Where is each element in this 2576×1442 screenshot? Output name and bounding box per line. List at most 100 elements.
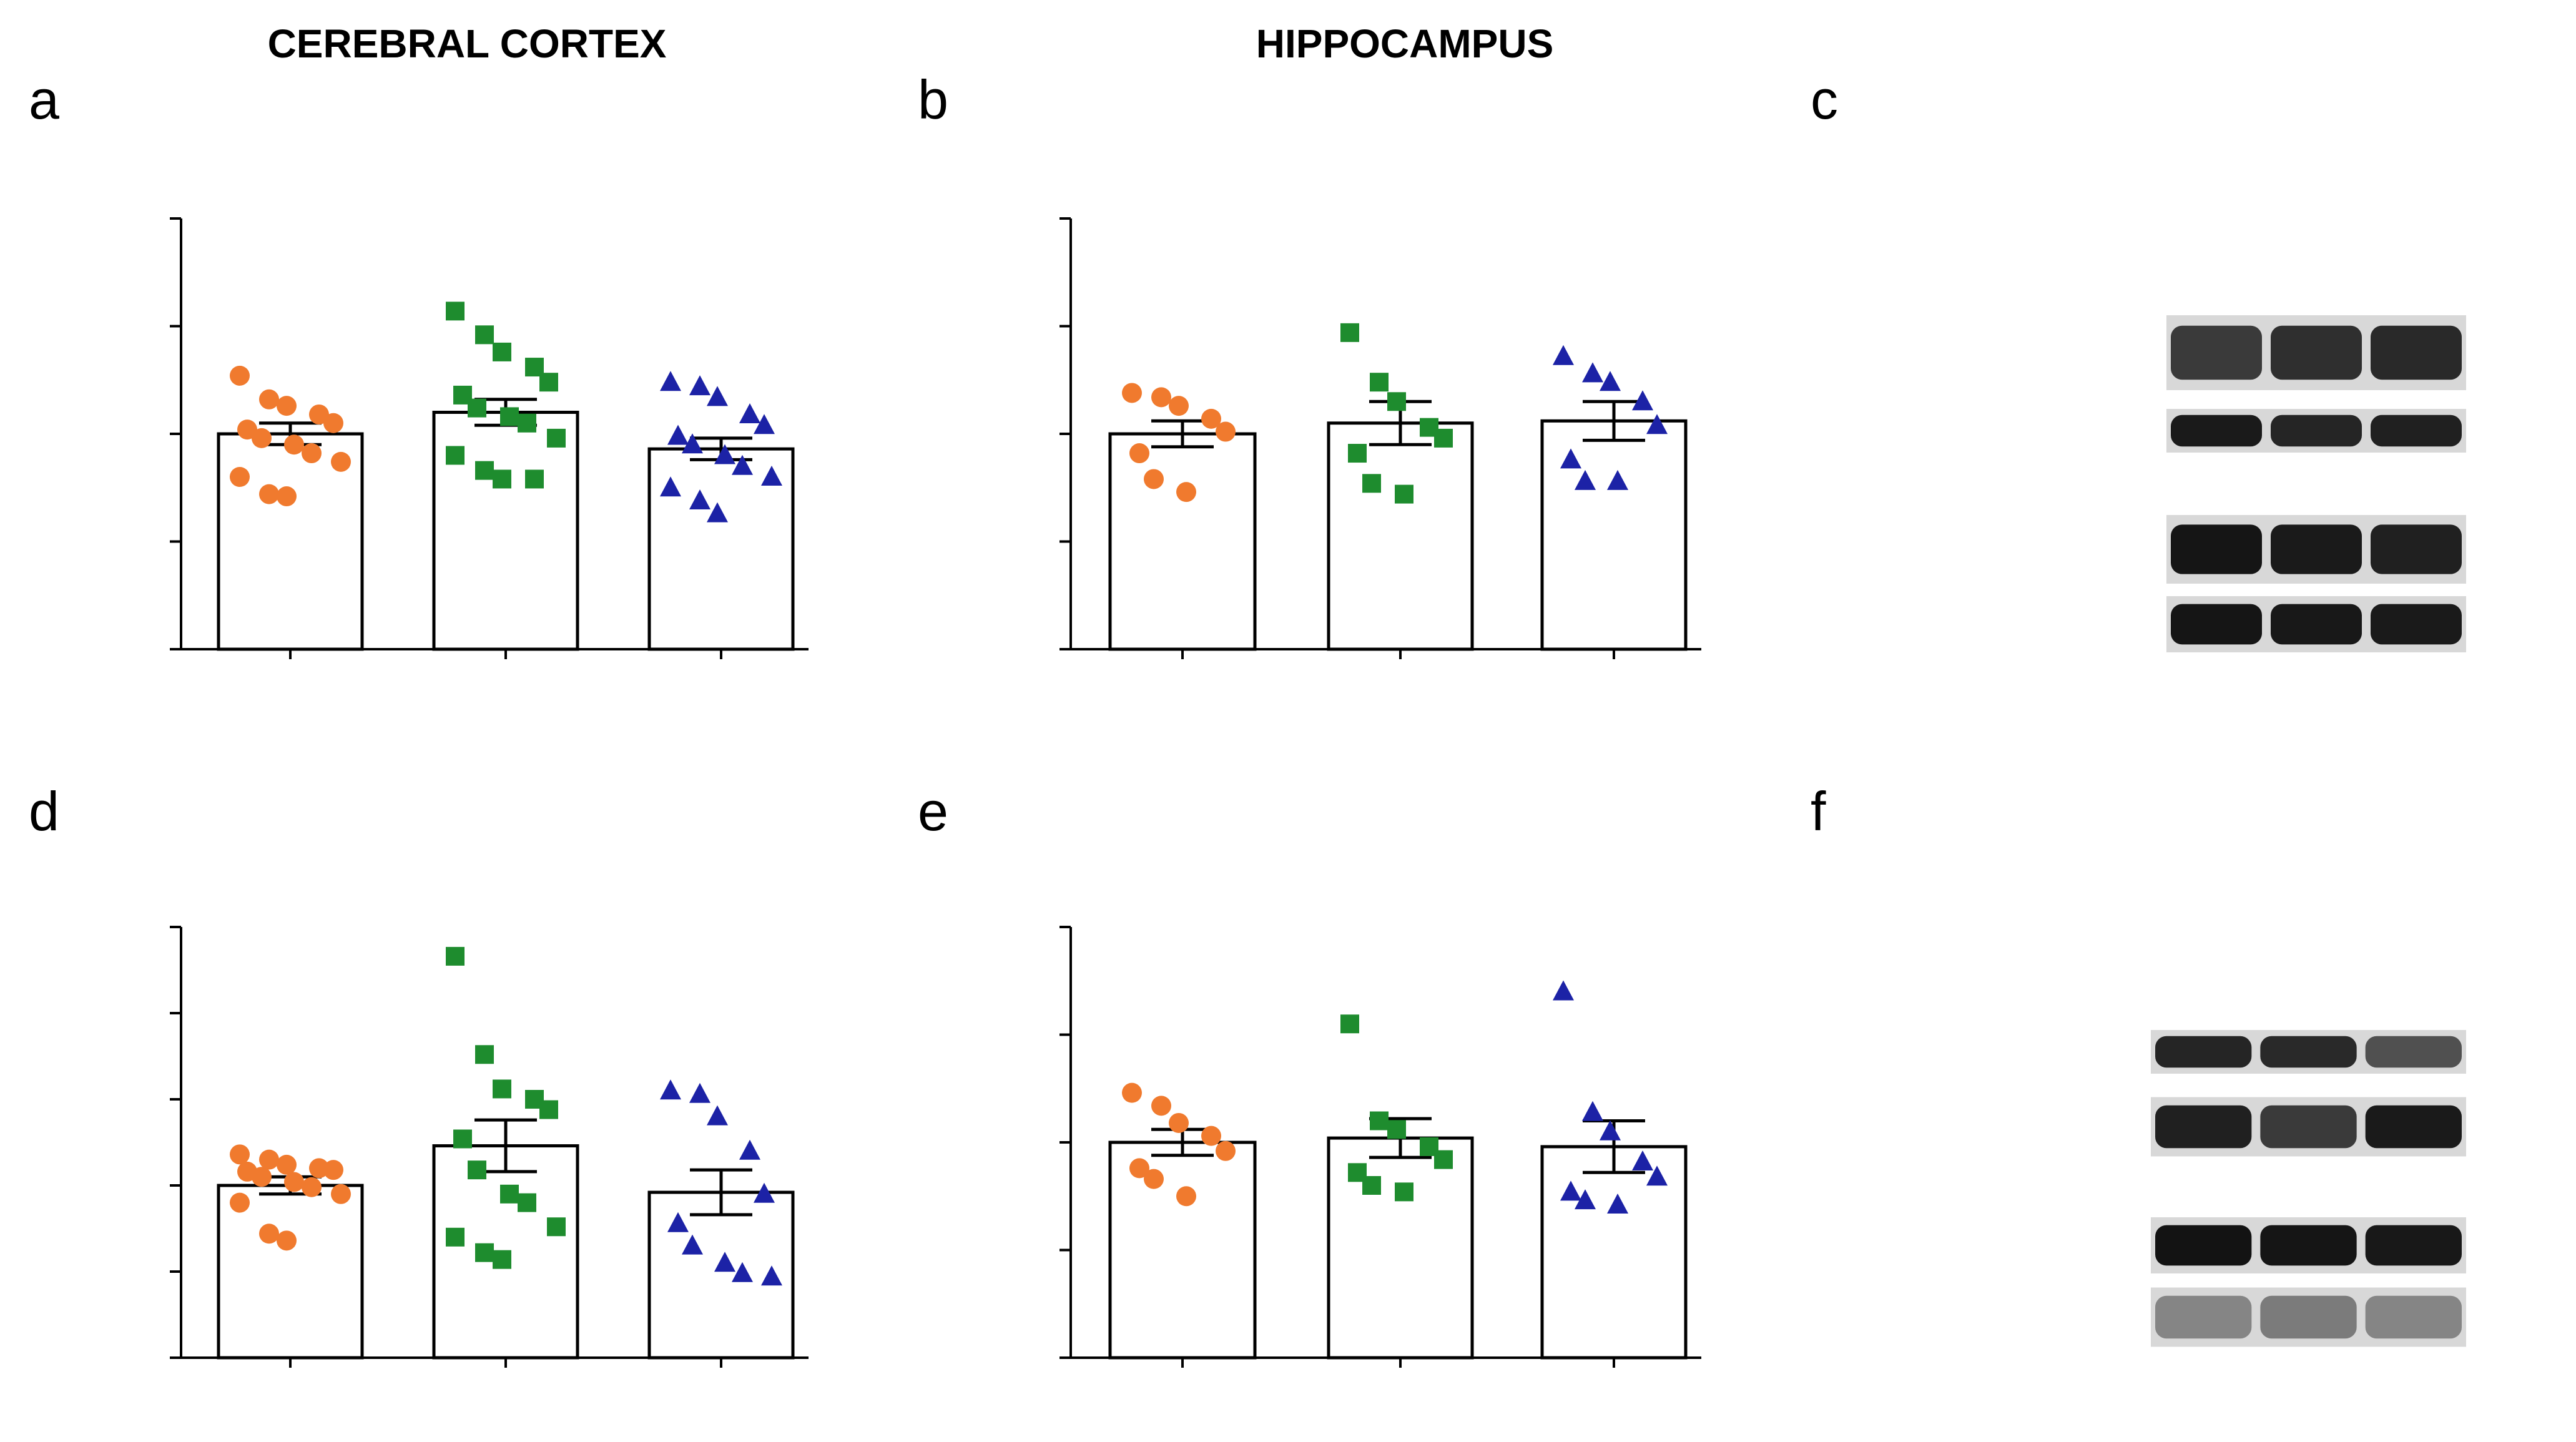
blot-band xyxy=(2155,1036,2252,1068)
data-point-mod xyxy=(453,1129,472,1149)
blot-band xyxy=(2371,604,2462,645)
data-point-int xyxy=(761,466,782,486)
data-point-sed xyxy=(252,1167,272,1187)
data-point-int xyxy=(689,489,710,509)
data-point-sed xyxy=(331,1184,351,1204)
data-point-sed xyxy=(259,1149,279,1170)
data-point-mod xyxy=(446,302,465,321)
data-point-mod xyxy=(493,342,511,361)
data-point-int xyxy=(714,444,735,464)
western-blot-c xyxy=(2166,315,2466,652)
data-point-int xyxy=(714,1252,735,1272)
data-point-sed xyxy=(1129,443,1149,464)
data-point-mod xyxy=(475,1243,494,1262)
blot-band xyxy=(2365,1105,2462,1149)
data-point-mod xyxy=(468,1160,486,1180)
data-point-sed xyxy=(259,389,279,410)
data-point-mod xyxy=(475,461,494,480)
data-point-int xyxy=(1646,1165,1668,1186)
data-point-mod xyxy=(1362,474,1381,493)
data-point-mod xyxy=(518,1193,536,1212)
data-point-mod xyxy=(518,413,536,433)
data-point-mod xyxy=(446,446,465,465)
blot-band xyxy=(2260,1036,2357,1068)
blot-band xyxy=(2271,604,2362,645)
data-point-mod xyxy=(1370,1111,1389,1131)
western-blot-f xyxy=(2151,1030,2466,1347)
data-point-mod xyxy=(468,398,486,418)
data-point-int xyxy=(689,1082,710,1103)
data-point-int xyxy=(667,424,689,445)
bar-sed xyxy=(217,1184,364,1360)
blot-band xyxy=(2155,1105,2252,1149)
data-point-mod xyxy=(500,1184,519,1204)
chart-e-psd95-hippocampus xyxy=(1059,926,1701,1368)
blot-band xyxy=(2260,1295,2357,1339)
data-point-mod xyxy=(1434,428,1453,448)
data-point-sed xyxy=(1169,396,1189,416)
data-point-int xyxy=(1560,448,1581,469)
blot-band xyxy=(2171,325,2262,380)
data-point-int xyxy=(660,476,681,497)
data-point-sed xyxy=(1151,1096,1171,1116)
panel-letter-f: f xyxy=(1811,780,1826,842)
data-point-sed xyxy=(1216,421,1236,442)
data-point-mod xyxy=(475,1045,494,1064)
blot-band xyxy=(2260,1225,2357,1266)
heading-hippocampus: HIPPOCAMPUS xyxy=(1256,21,1554,66)
data-point-mod xyxy=(525,469,544,489)
data-point-sed xyxy=(323,413,343,433)
data-point-int xyxy=(1560,1180,1581,1201)
blot-band xyxy=(2155,1295,2252,1339)
data-point-sed xyxy=(277,1230,297,1251)
data-point-int xyxy=(1646,414,1668,434)
blot-band xyxy=(2365,1036,2462,1068)
data-point-mod xyxy=(1434,1150,1453,1169)
blot-band xyxy=(2171,414,2262,447)
data-point-int xyxy=(754,1182,775,1203)
data-point-sed xyxy=(302,443,322,464)
data-point-sed xyxy=(331,451,351,472)
data-point-int xyxy=(1632,390,1653,411)
data-point-int xyxy=(689,375,710,396)
data-point-mod xyxy=(446,946,465,966)
blot-band xyxy=(2371,524,2462,574)
data-point-sed xyxy=(1201,1126,1221,1146)
blot-band xyxy=(2271,414,2362,447)
data-point-int xyxy=(1632,1150,1653,1171)
chart-a-synaptophysin-cortex xyxy=(170,217,809,659)
data-point-sed xyxy=(230,1144,250,1165)
data-point-int xyxy=(682,1234,703,1255)
bar-int xyxy=(1540,1145,1688,1360)
panel-letter-d: d xyxy=(29,780,59,842)
blot-band xyxy=(2371,325,2462,380)
bar-sed xyxy=(1108,432,1257,651)
data-point-sed xyxy=(230,365,250,386)
data-point-int xyxy=(761,1265,782,1286)
data-point-int xyxy=(1553,345,1574,365)
blot-band xyxy=(2171,524,2262,574)
panel-letter-b: b xyxy=(918,69,948,130)
data-point-sed xyxy=(1144,1169,1164,1189)
data-point-sed xyxy=(1122,1082,1142,1103)
data-point-sed xyxy=(277,396,297,416)
blot-band xyxy=(2171,604,2262,645)
data-point-int xyxy=(1575,469,1596,490)
data-point-int xyxy=(667,1212,689,1232)
data-point-int xyxy=(739,403,760,423)
data-point-sed xyxy=(1144,469,1164,489)
chart-d-psd95-cortex xyxy=(170,926,809,1368)
data-point-mod xyxy=(539,1100,558,1119)
data-point-int xyxy=(682,433,703,454)
data-point-mod xyxy=(446,1227,465,1247)
data-point-int xyxy=(660,1079,681,1100)
data-point-mod xyxy=(1340,323,1359,342)
data-point-mod xyxy=(1387,1120,1406,1139)
data-point-sed xyxy=(252,428,272,448)
data-point-mod xyxy=(500,407,519,426)
data-point-sed xyxy=(230,467,250,487)
data-point-sed xyxy=(1176,1186,1196,1207)
data-point-sed xyxy=(1122,383,1142,403)
data-point-mod xyxy=(493,1250,511,1269)
